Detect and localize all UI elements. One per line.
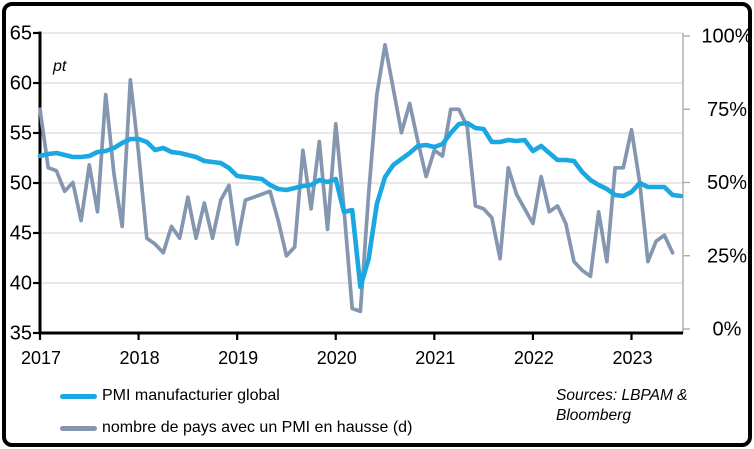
x-axis-tick-label: 2019	[218, 348, 258, 368]
y-axis-left-tick-label: 40	[10, 273, 32, 295]
y-axis-left-tick-label: 50	[10, 173, 32, 195]
legend-label-pmi: PMI manufacturier global	[102, 387, 280, 404]
countries-rising-pmi-line	[38, 42, 675, 314]
x-axis-tick-label: 2021	[415, 348, 455, 368]
legend-label-countries-rising: nombre de pays avec un PMI en hausse (d)	[102, 419, 413, 436]
y-axis-left-tick-label: 45	[10, 223, 32, 245]
legend-item-countries-rising: nombre de pays avec un PMI en hausse (d)	[60, 419, 412, 437]
source-note: Sources: LBPAM & Bloomberg	[556, 387, 688, 425]
y-axis-right-tick-label: 50%	[707, 172, 747, 194]
pmi-global-line	[37, 120, 684, 290]
y-axis-right-tick-label: 100%	[701, 26, 752, 48]
y-axis-right-tick-label: 0%	[713, 319, 742, 341]
y-axis-left-tick-label: 35	[10, 323, 32, 345]
legend-item-pmi: PMI manufacturier global	[60, 387, 280, 405]
x-axis-tick-label: 2020	[317, 348, 357, 368]
y-axis-left-tick-label: 55	[10, 123, 32, 145]
x-axis-tick-label: 2018	[120, 348, 160, 368]
left-axis-unit-label: pt	[53, 58, 67, 75]
legend-swatch-pmi-line	[60, 393, 97, 399]
x-axis-tick-label: 2017	[21, 348, 61, 368]
y-axis-right-tick-label: 25%	[707, 245, 747, 267]
y-axis-left-tick-label: 65	[10, 23, 32, 45]
y-axis-right-tick-label: 75%	[707, 99, 747, 121]
x-axis-tick-label: 2023	[612, 348, 652, 368]
legend-swatch-countries-line	[60, 425, 97, 431]
y-axis-left-tick-label: 60	[10, 73, 32, 95]
x-axis-tick-label: 2022	[514, 348, 554, 368]
